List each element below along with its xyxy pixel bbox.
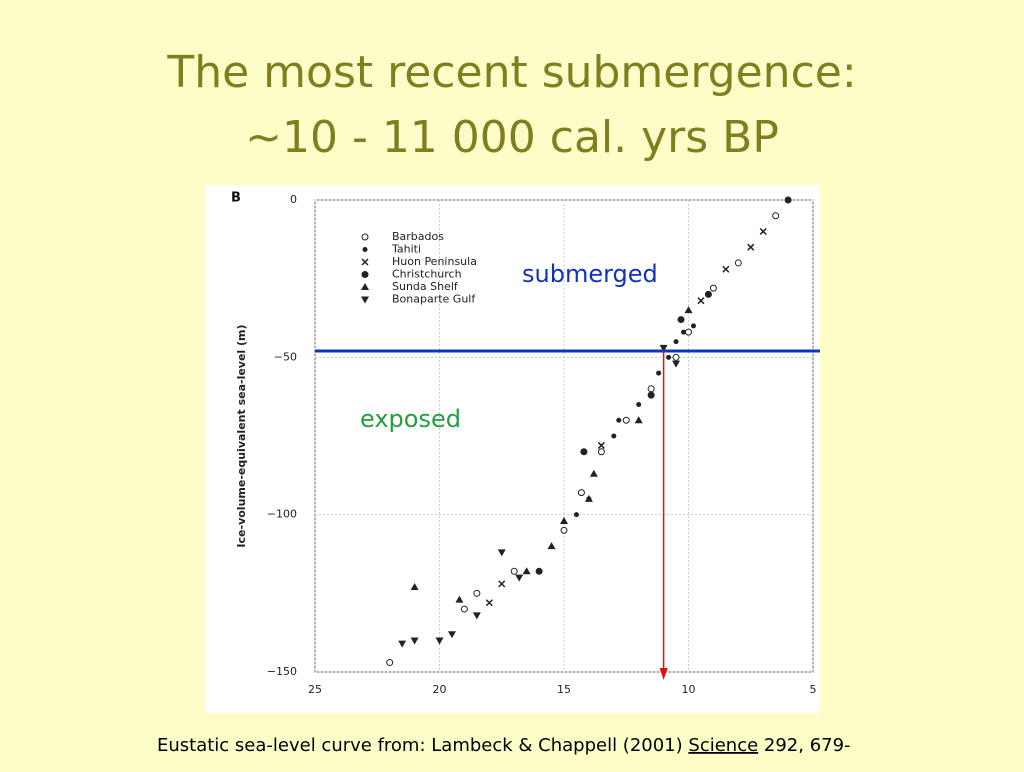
legend-label: Barbados bbox=[392, 230, 444, 243]
legend-label: Tahiti bbox=[391, 243, 421, 256]
point bbox=[410, 637, 419, 645]
point bbox=[510, 567, 518, 575]
legend-marker bbox=[362, 247, 368, 252]
legend-marker bbox=[361, 271, 369, 278]
point bbox=[659, 344, 668, 352]
point bbox=[460, 605, 468, 613]
caption-text: Eustatic sea-level curve from: Lambeck &… bbox=[157, 735, 688, 756]
point bbox=[722, 265, 730, 273]
caption-text: 292, 679- bbox=[758, 735, 850, 756]
legend-label: Bonaparte Gulf bbox=[392, 293, 476, 306]
point bbox=[589, 469, 598, 477]
point bbox=[685, 328, 692, 336]
caption-journal: Science bbox=[688, 735, 758, 756]
point bbox=[636, 402, 642, 408]
legend-label: Sunda Shelf bbox=[392, 280, 459, 293]
point bbox=[611, 433, 617, 439]
y-tick-label: 0 bbox=[290, 193, 297, 206]
point bbox=[672, 353, 680, 361]
caption: Eustatic sea-level curve from: Lambeck &… bbox=[157, 735, 851, 756]
point bbox=[535, 567, 543, 575]
point bbox=[573, 512, 579, 518]
slide-title: The most recent submergence: bbox=[166, 47, 856, 98]
point bbox=[734, 259, 742, 267]
x-tick-label: 10 bbox=[682, 683, 696, 696]
point bbox=[647, 391, 655, 399]
point bbox=[772, 212, 780, 220]
point bbox=[473, 589, 481, 597]
point bbox=[577, 489, 585, 497]
slide-title: ~10 - 11 000 cal. yrs BP bbox=[245, 112, 779, 163]
panel-label: B bbox=[231, 191, 241, 206]
point bbox=[597, 441, 605, 449]
chart: 0 −50 −100 −150 25 20 15 10 5 B Ice-volume-equival… bbox=[231, 191, 820, 696]
point bbox=[472, 612, 481, 620]
point bbox=[747, 243, 755, 251]
annotation: submerged bbox=[522, 260, 658, 288]
y-tick-label: −100 bbox=[267, 508, 297, 521]
point bbox=[684, 306, 693, 314]
point bbox=[656, 370, 662, 376]
y-tick-label: −150 bbox=[267, 665, 297, 678]
legend-marker bbox=[361, 258, 369, 266]
legend-marker bbox=[361, 296, 369, 304]
point bbox=[386, 659, 394, 667]
point bbox=[709, 284, 717, 292]
point bbox=[410, 583, 419, 591]
point bbox=[498, 580, 506, 588]
x-tick-label: 25 bbox=[308, 683, 322, 696]
chart-background bbox=[205, 185, 820, 713]
x-tick-label: 15 bbox=[557, 683, 571, 696]
x-tick-label: 5 bbox=[810, 683, 817, 696]
point bbox=[597, 448, 605, 456]
point bbox=[666, 354, 672, 360]
point bbox=[697, 297, 705, 305]
y-axis-label: Ice-volume-equivalent sea-level (m) bbox=[235, 324, 248, 547]
point bbox=[622, 416, 630, 424]
point bbox=[435, 637, 444, 645]
point bbox=[616, 417, 622, 423]
point bbox=[560, 526, 568, 534]
point bbox=[547, 542, 556, 550]
legend-marker bbox=[361, 283, 369, 290]
arrow-head bbox=[659, 668, 668, 680]
legend-marker bbox=[361, 233, 369, 241]
point bbox=[455, 595, 464, 603]
point bbox=[704, 290, 712, 298]
annotation: exposed bbox=[360, 405, 461, 433]
point bbox=[634, 416, 643, 424]
legend-label: Huon Peninsula bbox=[392, 255, 477, 268]
point bbox=[497, 549, 506, 557]
point bbox=[584, 494, 593, 502]
legend-label: Christchurch bbox=[392, 268, 462, 281]
point bbox=[784, 196, 792, 204]
point bbox=[580, 448, 588, 456]
point bbox=[447, 631, 456, 639]
point bbox=[681, 329, 687, 335]
point bbox=[672, 360, 681, 368]
point bbox=[759, 227, 767, 235]
y-tick-label: −50 bbox=[274, 350, 297, 363]
point bbox=[485, 599, 493, 607]
point bbox=[560, 516, 568, 524]
point bbox=[673, 339, 679, 345]
point bbox=[398, 640, 407, 648]
point bbox=[677, 316, 685, 324]
point bbox=[690, 323, 696, 329]
point bbox=[647, 385, 655, 393]
x-tick-label: 20 bbox=[433, 683, 447, 696]
point bbox=[515, 574, 524, 582]
point bbox=[522, 567, 531, 575]
